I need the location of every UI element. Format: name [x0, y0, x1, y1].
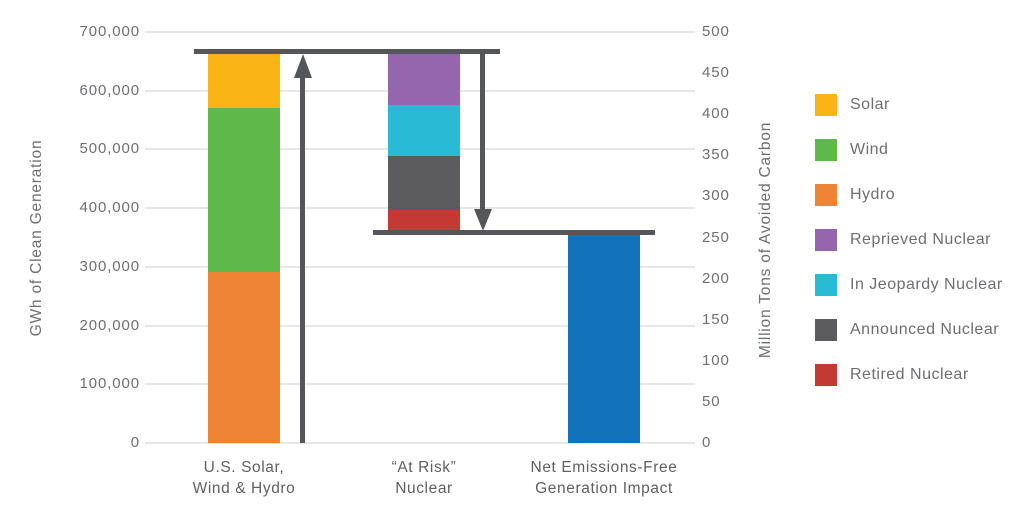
legend-label: Announced Nuclear [850, 321, 1000, 338]
left-axis-title: GWh of Clean Generation [28, 139, 45, 337]
category-label-line: U.S. Solar, [203, 459, 285, 476]
legend-label: Retired Nuclear [850, 366, 969, 383]
bar-segment-retired-nuclear [388, 209, 460, 233]
legend: Solar Wind Hydro Reprieved Nuclear In Jeopar… [815, 93, 1003, 408]
top-reference-line [194, 49, 500, 55]
category-label-net-impact: Net Emissions-Free Generation Impact [484, 457, 724, 499]
left-axis-tick: 500,000 [79, 140, 140, 158]
down-arrow-head-icon [473, 208, 492, 231]
bar-segment-solar [208, 51, 280, 109]
left-axis-tick: 400,000 [79, 199, 140, 217]
right-axis-tick: 50 [702, 392, 721, 410]
bar-segment-hydro [208, 271, 280, 443]
bar-segment-reprieved-nuclear [388, 51, 460, 105]
right-axis-tick: 150 [702, 310, 730, 328]
bar-segment-wind [208, 108, 280, 272]
legend-item-announced-nuclear: Announced Nuclear [815, 318, 1003, 342]
category-label-at-risk-nuclear: “At Risk” Nuclear [304, 457, 544, 499]
legend-item-hydro: Hydro [815, 183, 1003, 207]
right-axis-title: Million Tons of Avoided Carbon [757, 121, 774, 359]
legend-label: Hydro [850, 186, 896, 203]
legend-label: Reprieved Nuclear [850, 231, 992, 248]
left-axis-tick: 200,000 [79, 316, 140, 334]
category-label-line: Wind & Hydro [192, 480, 296, 497]
category-label-line: “At Risk” [391, 459, 457, 476]
reprieved-nuclear-swatch-icon [815, 229, 837, 251]
gridline [145, 324, 695, 327]
legend-label: Wind [850, 141, 889, 158]
gridline [145, 383, 695, 386]
right-axis-tick: 100 [702, 351, 730, 369]
right-axis-tick: 350 [702, 146, 730, 164]
legend-item-retired-nuclear: Retired Nuclear [815, 363, 1003, 387]
legend-item-solar: Solar [815, 93, 1003, 117]
right-axis-tick: 250 [702, 228, 730, 246]
net-reference-line [373, 230, 655, 236]
in-jeopardy-nuclear-swatch-icon [815, 274, 837, 296]
bar-segment-in-jeopardy-nuclear [388, 104, 460, 156]
left-axis-tick: 100,000 [79, 375, 140, 393]
left-axis-tick: 0 [130, 434, 140, 451]
wind-swatch-icon [815, 139, 837, 161]
hydro-swatch-icon [815, 184, 837, 206]
bar-segment-net-emissions-free-generation [568, 232, 640, 443]
category-label-us-solar-wind-hydro: U.S. Solar, Wind & Hydro [124, 457, 364, 499]
gridline [145, 442, 695, 444]
up-arrow-shaft [300, 75, 305, 443]
category-label-line: Nuclear [395, 480, 453, 497]
left-axis-tick: 700,000 [79, 23, 140, 40]
category-label-line: Net Emissions-Free [530, 459, 678, 476]
right-axis-tick: 400 [702, 105, 730, 123]
up-arrow-head-icon [293, 53, 312, 78]
announced-nuclear-swatch-icon [815, 319, 837, 341]
category-label-line: Generation Impact [535, 480, 673, 497]
solar-swatch-icon [815, 94, 837, 116]
bar-segment-announced-nuclear [388, 155, 460, 210]
gridline [145, 265, 695, 268]
legend-label: In Jeopardy Nuclear [850, 276, 1003, 293]
gridline [145, 31, 695, 33]
down-arrow-shaft [480, 51, 485, 209]
legend-label: Solar [850, 96, 890, 113]
legend-item-in-jeopardy-nuclear: In Jeopardy Nuclear [815, 273, 1003, 297]
right-axis-tick: 0 [702, 434, 712, 451]
left-axis-tick: 300,000 [79, 257, 140, 275]
retired-nuclear-swatch-icon [815, 364, 837, 386]
right-axis-tick: 200 [702, 269, 730, 287]
legend-item-wind: Wind [815, 138, 1003, 162]
right-axis-tick: 500 [702, 23, 730, 40]
legend-item-reprieved-nuclear: Reprieved Nuclear [815, 228, 1003, 252]
left-axis-tick: 600,000 [79, 81, 140, 99]
right-axis-tick: 300 [702, 187, 730, 205]
right-axis-tick: 450 [702, 64, 730, 82]
